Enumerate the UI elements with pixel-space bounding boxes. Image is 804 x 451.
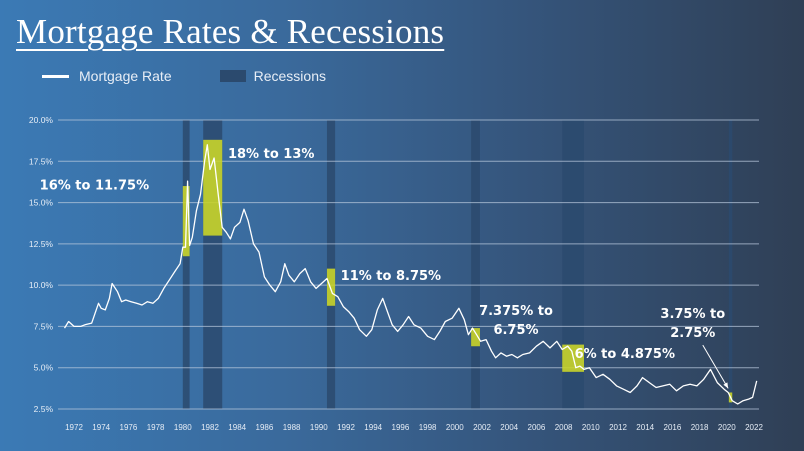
x-tick-label: 1976 xyxy=(120,423,138,432)
annotation-label: 11% to 8.75% xyxy=(341,269,441,284)
x-tick-label: 1972 xyxy=(65,423,83,432)
arrow-head-icon xyxy=(723,382,729,389)
x-tick-label: 2008 xyxy=(555,423,573,432)
recession-band xyxy=(562,120,584,409)
y-tick-label: 15.0% xyxy=(29,198,54,208)
annotation-label: 16% to 11.75% xyxy=(40,178,149,193)
legend-mortgage-rate-label: Mortgage Rate xyxy=(79,68,172,84)
annotation-arrow xyxy=(702,344,729,389)
annotation-label: 18% to 13% xyxy=(228,147,314,162)
x-tick-label: 1996 xyxy=(392,423,410,432)
page-title: Mortgage Rates & Recessions xyxy=(16,12,445,51)
x-tick-label: 1978 xyxy=(147,423,165,432)
y-tick-label: 10.0% xyxy=(29,280,54,290)
legend-recession-swatch xyxy=(219,70,246,82)
recession-bands xyxy=(182,120,733,409)
recession-band xyxy=(471,120,480,409)
x-tick-label: 2004 xyxy=(500,423,518,432)
y-tick-label: 17.5% xyxy=(29,156,54,166)
x-tick-label: 2020 xyxy=(718,423,736,432)
x-tick-label: 2012 xyxy=(609,423,627,432)
annotation-label: 6% to 4.875% xyxy=(575,347,675,362)
annotation-label: 3.75% to xyxy=(660,307,725,322)
x-tick-label: 2002 xyxy=(473,423,491,432)
x-tick-label: 1992 xyxy=(337,423,355,432)
x-axis-ticks: 1972 1974 1976 1978 1980 1982 1984 1986 1988 1990… xyxy=(65,423,763,432)
x-tick-label: 2014 xyxy=(636,423,654,432)
y-tick-label: 7.5% xyxy=(34,321,54,331)
x-tick-label: 1988 xyxy=(283,423,301,432)
y-tick-label: 20.0% xyxy=(29,115,54,125)
recession-band xyxy=(728,120,733,409)
x-tick-label: 1982 xyxy=(201,423,219,432)
annotations: 16% to 11.75% 18% to 13% 11% to 8.75% 7.375… xyxy=(40,147,729,389)
highlight-box xyxy=(203,139,223,236)
x-tick-label: 2006 xyxy=(528,423,546,432)
x-tick-label: 1984 xyxy=(228,423,246,432)
legend: Mortgage Rate Recessions xyxy=(42,68,326,84)
x-tick-label: 1986 xyxy=(256,423,274,432)
annotation-label: 2.75% xyxy=(670,326,715,341)
x-tick-label: 1980 xyxy=(174,423,192,432)
mortgage-rate-series xyxy=(63,144,758,405)
y-tick-label: 2.5% xyxy=(34,404,54,414)
x-tick-label: 1974 xyxy=(92,423,110,432)
gridlines xyxy=(58,119,759,410)
highlight-box xyxy=(471,328,480,347)
y-tick-label: 12.5% xyxy=(29,239,54,249)
x-tick-label: 2000 xyxy=(446,423,464,432)
x-tick-label: 1990 xyxy=(310,423,328,432)
recession-band xyxy=(182,120,190,409)
x-tick-label: 2016 xyxy=(664,423,682,432)
legend-recessions-label: Recessions xyxy=(253,68,326,84)
recession-band xyxy=(326,120,336,409)
x-tick-label: 2022 xyxy=(745,423,763,432)
x-tick-label: 2018 xyxy=(691,423,709,432)
mortgage-rate-line xyxy=(63,144,758,405)
x-tick-label: 2010 xyxy=(582,423,600,432)
legend-line-swatch xyxy=(42,74,69,78)
x-tick-label: 1998 xyxy=(419,423,437,432)
x-tick-label: 1994 xyxy=(364,423,382,432)
y-tick-label: 5.0% xyxy=(34,363,54,373)
highlight-box xyxy=(326,268,336,306)
y-axis-ticks: 2.5% 5.0% 7.5% 10.0% 12.5% 15.0% 17.5% 20.0% xyxy=(29,115,54,414)
annotation-label: 7.375% to xyxy=(479,304,553,319)
annotation-label: 6.75% xyxy=(493,323,538,338)
highlight-boxes xyxy=(182,139,733,403)
